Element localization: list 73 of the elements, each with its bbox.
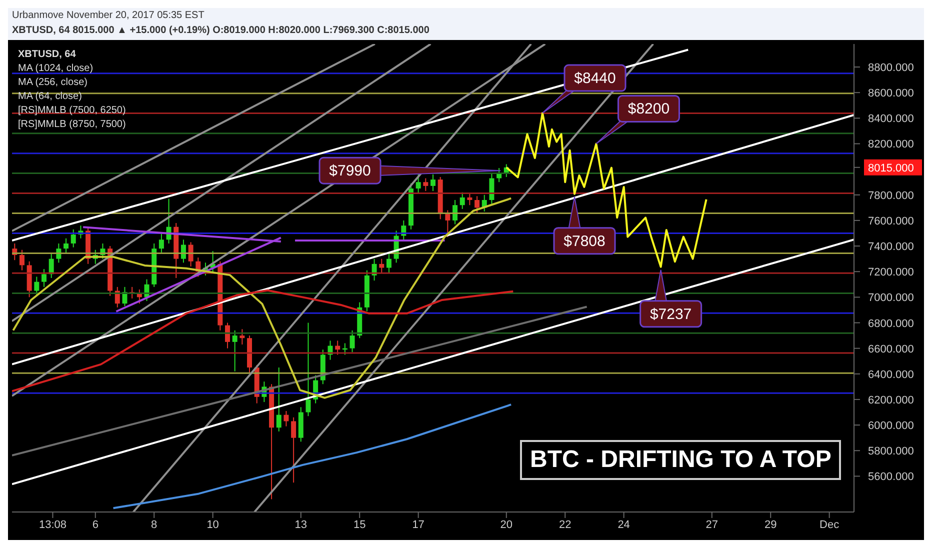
candlestick: [42, 268, 47, 288]
annotation: $8440: [574, 70, 616, 88]
candlestick: [474, 196, 480, 214]
x-tick-label: 6: [92, 518, 98, 531]
y-tick-label: 6200.000: [868, 394, 914, 406]
candlestick: [64, 238, 69, 254]
x-tick-label: 17: [412, 518, 424, 531]
candlestick: [240, 328, 245, 345]
line-series: [12, 197, 512, 399]
y-tick-label: 5800.000: [868, 446, 914, 458]
x-tick-label: 24: [618, 518, 630, 531]
candlestick: [489, 172, 494, 204]
candlestick: [416, 174, 421, 194]
y-tick-label: 8600.000: [868, 88, 914, 100]
x-tick-label: 22: [558, 518, 572, 531]
annotation: $7237: [650, 306, 692, 323]
candlestick: [445, 210, 450, 238]
x-tick-label: 29: [764, 518, 777, 531]
y-tick-label: 5600.000: [868, 471, 914, 484]
x-tick-label: 10: [206, 518, 219, 531]
y-tick-label: 6600.000: [868, 343, 914, 356]
x-tick-label: 8: [151, 518, 158, 531]
text: BTC - DRIFTING TO A TOP: [520, 440, 842, 480]
y-tick-label: 6800.000: [868, 318, 914, 330]
text: Urbanmove November 20, 2017 05:35 EST: [12, 9, 206, 23]
annotation: $8200: [628, 100, 670, 118]
candlestick: [306, 322, 311, 417]
candlestick: [460, 192, 465, 210]
candlestick: [284, 410, 289, 427]
x-tick-label: 27: [706, 518, 718, 531]
y-tick-label: 8400.000: [868, 113, 914, 126]
annotation: [RS]MMLB (8750, 7500): [18, 118, 126, 132]
x-tick-label: 15: [353, 518, 366, 531]
candlestick: [158, 232, 164, 253]
candlestick: [232, 330, 238, 372]
x-tick-label: 13:08: [38, 518, 66, 531]
candlestick: [379, 258, 384, 274]
candlestick: [467, 193, 472, 206]
candlestick: [386, 253, 392, 274]
x-tick-label: 13: [294, 518, 308, 531]
y-tick-label: 8015.000: [868, 162, 914, 174]
y-tick-label: 8800.000: [868, 62, 914, 74]
y-tick-label: 6400.000: [868, 368, 914, 381]
candlestick: [70, 228, 76, 248]
annotation: XBTUSD, 64: [18, 48, 77, 62]
candlestick: [452, 200, 458, 225]
annotation: MA (1024, close): [18, 62, 94, 76]
candlestick: [335, 340, 340, 356]
y-tick-label: 7400.000: [868, 241, 914, 254]
y-tick-label: 7800.000: [868, 190, 914, 202]
candlestick: [19, 249, 24, 271]
candlestick: [34, 276, 40, 296]
annotation: $7808: [564, 232, 606, 250]
candlestick: [188, 242, 194, 267]
annotation: MA (64, close): [18, 90, 83, 104]
y-tick-label: 8200.000: [868, 138, 914, 151]
line-series: [112, 404, 512, 510]
y-tick-label: 7600.000: [868, 215, 914, 228]
y-tick-label: 7200.000: [868, 266, 914, 279]
x-tick-label: 20: [500, 518, 513, 531]
line-series: [12, 289, 514, 392]
candlestick: [291, 416, 296, 484]
candlestick: [423, 178, 428, 192]
annotation: $7990: [329, 162, 371, 180]
candlestick: [350, 330, 355, 353]
text: XBTUSD, 64 8015.000 ▲ +15.000 (+0.19%) O:8019.000 H:8020.000 L:7969.300 C:8015.000: [12, 24, 430, 38]
candlestick: [276, 367, 282, 432]
y-tick-label: 7000.000: [868, 292, 914, 304]
y-tick-label: 6000.000: [868, 420, 914, 432]
annotation: MA (256, close): [18, 76, 88, 90]
x-tick-label: Dec: [820, 518, 840, 531]
candlestick: [224, 322, 230, 349]
candlestick: [430, 174, 436, 192]
